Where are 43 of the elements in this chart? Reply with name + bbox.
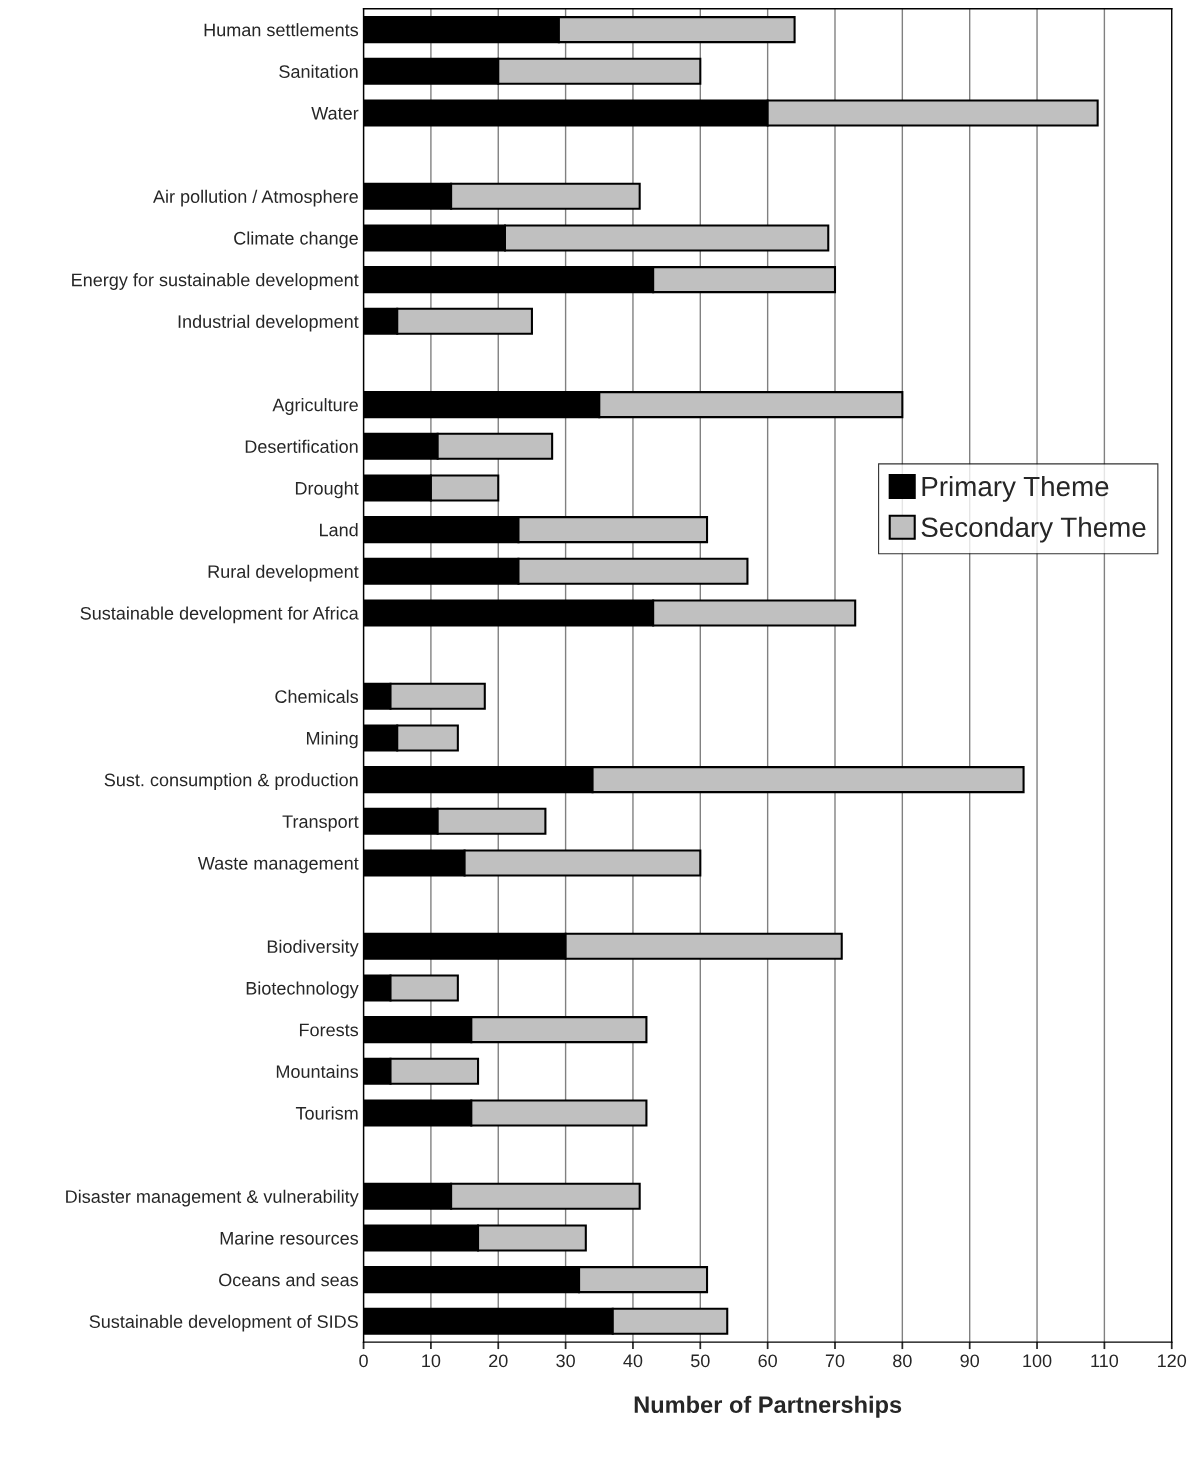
x-axis-title: Number of Partnerships (634, 1395, 902, 1418)
y-tick-label: Tourism (295, 1106, 358, 1120)
y-tick-label: Human settlements (204, 23, 359, 37)
y-tick-label: Land (320, 523, 358, 537)
x-tick-label: 20 (489, 1354, 508, 1368)
legend-label: Primary Theme (922, 475, 1109, 502)
y-tick-label: Marine resources (220, 1231, 359, 1245)
x-tick-label: 100 (1023, 1354, 1052, 1368)
y-tick-label: Oceans and seas (219, 1273, 359, 1287)
y-tick-label: Sustainable development of SIDS (89, 1314, 358, 1332)
y-tick-label: Agriculture (272, 398, 358, 415)
y-tick-label: Forests (299, 1023, 359, 1037)
x-tick-label: 30 (556, 1354, 575, 1368)
x-tick-label: 110 (1091, 1354, 1119, 1368)
y-tick-label: Chemicals (275, 689, 359, 703)
legend-label: Secondary Theme (921, 516, 1146, 543)
x-tick-label: 50 (690, 1354, 710, 1368)
y-tick-label: Waste management (197, 857, 359, 874)
y-tick-label: Sustainable development for Africa (80, 606, 359, 624)
y-tick-label: Biotechnology (246, 981, 359, 999)
y-tick-label: Climate change (234, 231, 358, 249)
y-tick-label: Transport (282, 815, 359, 832)
y-tick-label: Sanitation (279, 64, 358, 78)
y-tick-label: Energy for sustainable development (72, 273, 359, 290)
x-tick-label: 60 (758, 1354, 777, 1368)
y-tick-label: Mountains (276, 1064, 359, 1078)
y-tick-label: Rural development (208, 564, 359, 582)
y-tick-label: Air pollution / Atmosphere (153, 189, 358, 207)
y-tick-label: Drought (295, 481, 359, 499)
x-tick-label: 0 (359, 1354, 368, 1368)
x-tick-label: 40 (623, 1354, 643, 1368)
y-tick-label: Water (311, 107, 359, 120)
x-tick-label: 10 (422, 1354, 441, 1368)
x-tick-label: 80 (893, 1354, 912, 1368)
y-tick-label: Sust. consumption & production (104, 773, 358, 790)
y-tick-label: Desertification (245, 439, 358, 453)
y-tick-label: Mining (307, 731, 358, 749)
x-tick-label: 90 (960, 1354, 980, 1368)
y-tick-label: Biodiversity (267, 939, 359, 957)
y-tick-label: Industrial development (178, 314, 359, 332)
x-tick-label: 120 (1158, 1354, 1187, 1368)
x-tick-label: 70 (825, 1354, 845, 1368)
y-tick-label: Disaster management & vulnerability (66, 1189, 359, 1207)
